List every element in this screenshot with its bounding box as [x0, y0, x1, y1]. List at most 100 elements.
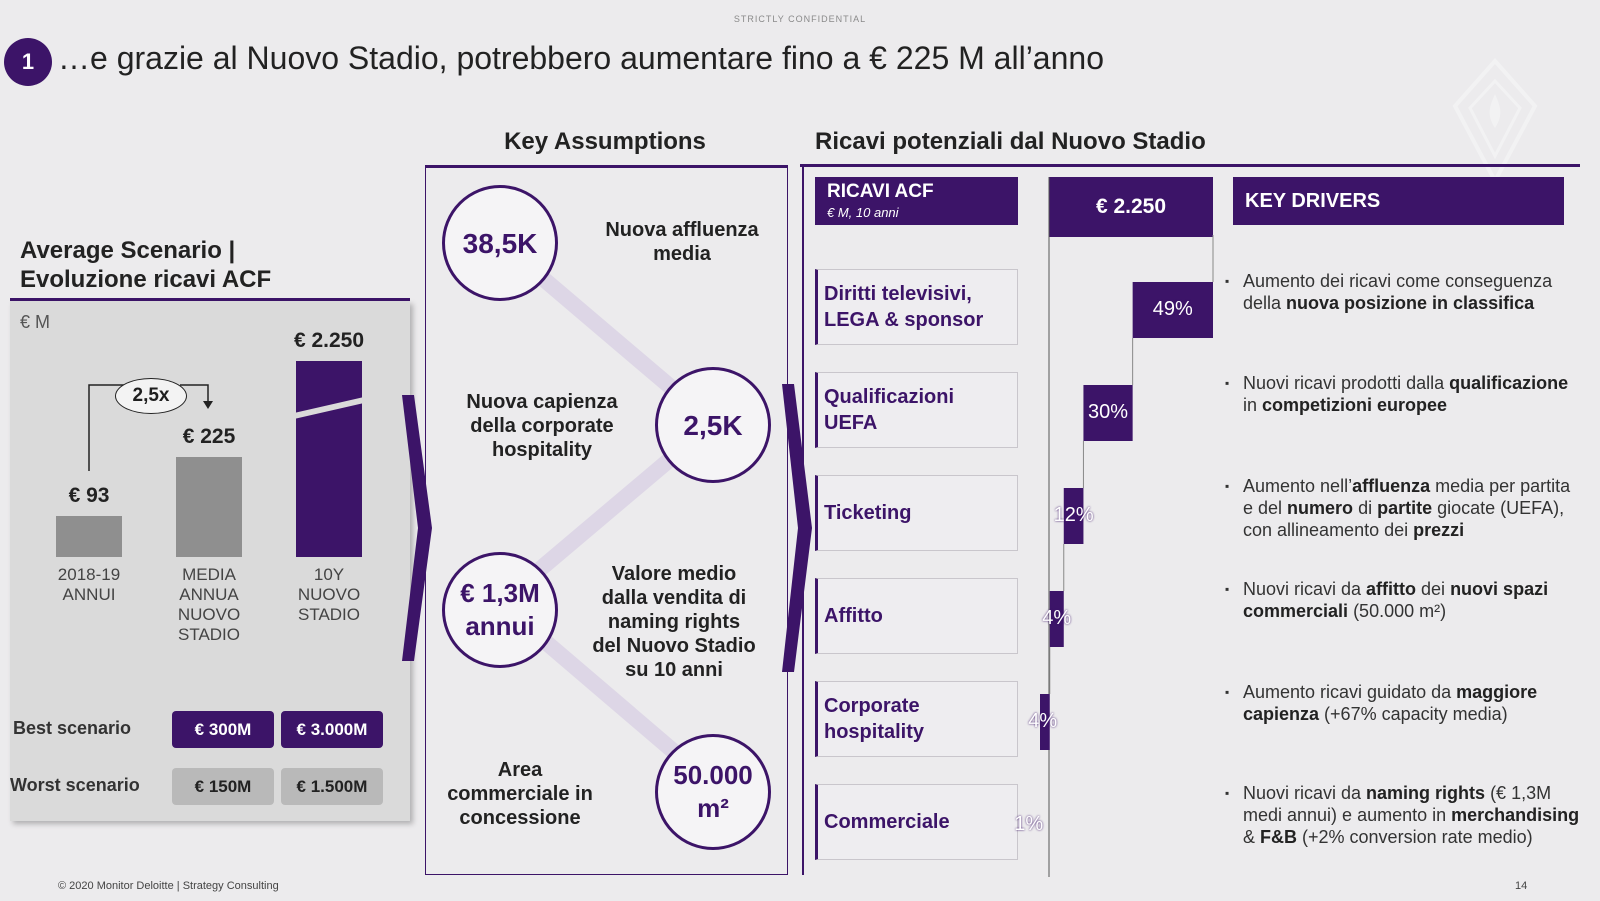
driver-text: Aumento ricavi guidato da — [1243, 682, 1457, 702]
waterfall-label-4: 4% — [1028, 710, 1058, 732]
waterfall-label-3: 4% — [1042, 607, 1072, 629]
driver-text: dei — [1416, 579, 1451, 599]
bar-value-label: € 2.250 — [293, 329, 365, 352]
assumption-text-hospitality: Nuova capienza della corporate hospitali… — [437, 390, 647, 462]
best-annual-pill: € 300M — [172, 711, 274, 748]
category-line: NUOVO — [297, 585, 361, 604]
assumption-text-line: Nuova affluenza — [605, 219, 759, 241]
ricavi-total-bar: € 2.250 — [1049, 177, 1213, 237]
ricavi-heading: Ricavi potenziali dal Nuovo Stadio — [815, 128, 1206, 155]
category-line: 2018-19 — [57, 565, 121, 584]
assumption-text-line: Valore medio — [611, 563, 737, 585]
ricavi-table-subtitle: € M, 10 anni — [827, 205, 899, 220]
ricavi-table-header: RICAVI ACF € M, 10 anni — [815, 177, 1018, 225]
category-line: UEFA — [824, 412, 878, 434]
best-ten-year-pill: € 3.000M — [281, 711, 383, 748]
category-line: Corporate — [824, 695, 920, 717]
left-panel-title: Average Scenario | Evoluzione ricavi ACF — [20, 236, 271, 294]
footer-copyright: © 2020 Monitor Deloitte | Strategy Consu… — [58, 880, 279, 892]
multiplier-arrowhead-icon — [203, 401, 213, 409]
ricavi-category-3: Affitto — [815, 578, 1018, 654]
ricavi-category-0: Diritti televisivi, LEGA & sponsor — [815, 269, 1018, 345]
ricavi-table-title: RICAVI ACF — [827, 181, 934, 202]
bar-0 — [56, 516, 122, 557]
key-driver-3: Nuovi ricavi da affitto dei nuovi spazi … — [1225, 578, 1581, 622]
assumption-circle-affluenza: 38,5K — [442, 185, 558, 301]
key-drivers-header: KEY DRIVERS — [1233, 177, 1564, 225]
driver-text: (+67% capacity media) — [1319, 704, 1508, 724]
ricavi-category-5: Commerciale — [815, 784, 1018, 860]
driver-text: giocate (UEFA), con allineamento dei — [1243, 498, 1565, 540]
category-line: MEDIA — [182, 565, 236, 584]
driver-text: affitto — [1366, 579, 1417, 599]
assumption-text-line: su 10 anni — [625, 659, 723, 681]
assumption-text-line: naming rights — [607, 611, 741, 633]
category-line: 10Y — [313, 565, 345, 584]
driver-text: (+2% conversion rate medio) — [1297, 827, 1533, 847]
assumption-circle-hospitality: 2,5K — [655, 367, 771, 483]
page-title: …e grazie al Nuovo Stadio, potrebbero au… — [58, 40, 1104, 76]
category-text: Qualificazioni UEFA — [824, 384, 954, 436]
circle-value-line: annui — [465, 611, 535, 641]
driver-text: in — [1243, 395, 1263, 415]
category-line: ANNUI — [62, 585, 116, 604]
category-line: Affitto — [824, 605, 883, 627]
assumptions-connector-lines — [492, 235, 721, 792]
confidential-label: STRICTLY CONFIDENTIAL — [733, 14, 867, 24]
driver-text: di — [1353, 498, 1378, 518]
category-line: ANNUA — [179, 585, 239, 604]
multiplier-badge: 2,5x — [115, 378, 187, 414]
driver-text: numero — [1287, 498, 1354, 518]
key-driver-2: Aumento nell’affluenza media per partita… — [1225, 475, 1581, 541]
assumption-text-line: del Nuovo Stadio — [592, 635, 756, 657]
category-text: Commerciale — [824, 809, 950, 835]
bar-2 — [296, 361, 362, 557]
category-line: Qualificazioni — [824, 386, 955, 408]
bar-category-label: 10Y NUOVO STADIO — [266, 565, 392, 625]
assumption-text-line: media — [653, 243, 711, 265]
waterfall-bar-4 — [1040, 694, 1050, 750]
assumption-text-line: Nuova capienza — [466, 391, 618, 413]
driver-text: (50.000 m²) — [1348, 601, 1447, 621]
assumption-text-naming: Valore medio dalla vendita di naming rig… — [572, 562, 776, 682]
driver-text: competizioni europee — [1262, 395, 1448, 415]
assumption-text-line: hospitality — [491, 439, 592, 461]
assumption-text-affluenza: Nuova affluenza media — [582, 218, 782, 266]
driver-text: qualificazione — [1449, 373, 1569, 393]
key-driver-4: Aumento ricavi guidato da maggiore capie… — [1225, 681, 1581, 725]
left-panel-rule — [10, 298, 410, 301]
revenue-bar-chart — [56, 361, 364, 557]
ricavi-category-2: Ticketing — [815, 475, 1018, 551]
best-scenario-label: Best scenario — [13, 718, 132, 738]
driver-text: affluenza — [1352, 476, 1431, 496]
category-line: Diritti televisivi, — [824, 283, 972, 305]
key-driver-1: Nuovi ricavi prodotti dalla qualificazio… — [1225, 372, 1581, 416]
ricavi-category-1: Qualificazioni UEFA — [815, 372, 1018, 448]
key-assumptions-box — [425, 165, 788, 875]
category-text: Diritti televisivi, LEGA & sponsor — [824, 281, 983, 333]
assumption-text-line: commerciale in — [447, 783, 593, 805]
category-text: Ticketing — [824, 500, 911, 526]
axis-break-mark — [294, 397, 364, 419]
bar-1 — [176, 457, 242, 557]
category-line: Ticketing — [824, 502, 912, 524]
driver-text: Nuovi ricavi da — [1243, 783, 1367, 803]
driver-text: nuova posizione in classifica — [1286, 293, 1535, 313]
driver-text: naming rights — [1366, 783, 1486, 803]
category-line: STADIO — [177, 625, 241, 644]
category-text: Corporate hospitality — [824, 693, 924, 745]
multiplier-connector — [88, 384, 209, 471]
driver-text: Nuovi ricavi prodotti dalla — [1243, 373, 1450, 393]
waterfall-label-2: 12% — [1053, 504, 1094, 526]
waterfall-bar-3 — [1049, 591, 1064, 647]
driver-text: maggiore capienza — [1243, 682, 1538, 724]
driver-text: & — [1243, 827, 1261, 847]
circle-value-line: m² — [697, 793, 729, 823]
driver-text: partite — [1377, 498, 1433, 518]
key-assumptions-heading: Key Assumptions — [504, 128, 706, 155]
worst-annual-pill: € 150M — [172, 768, 274, 805]
driver-text: nuovi spazi commerciali — [1243, 579, 1549, 621]
assumption-text-area: Area commerciale in concessione — [420, 758, 620, 830]
bar-category-label: MEDIA ANNUA NUOVO STADIO — [146, 565, 272, 645]
driver-text: prezzi — [1413, 520, 1465, 540]
